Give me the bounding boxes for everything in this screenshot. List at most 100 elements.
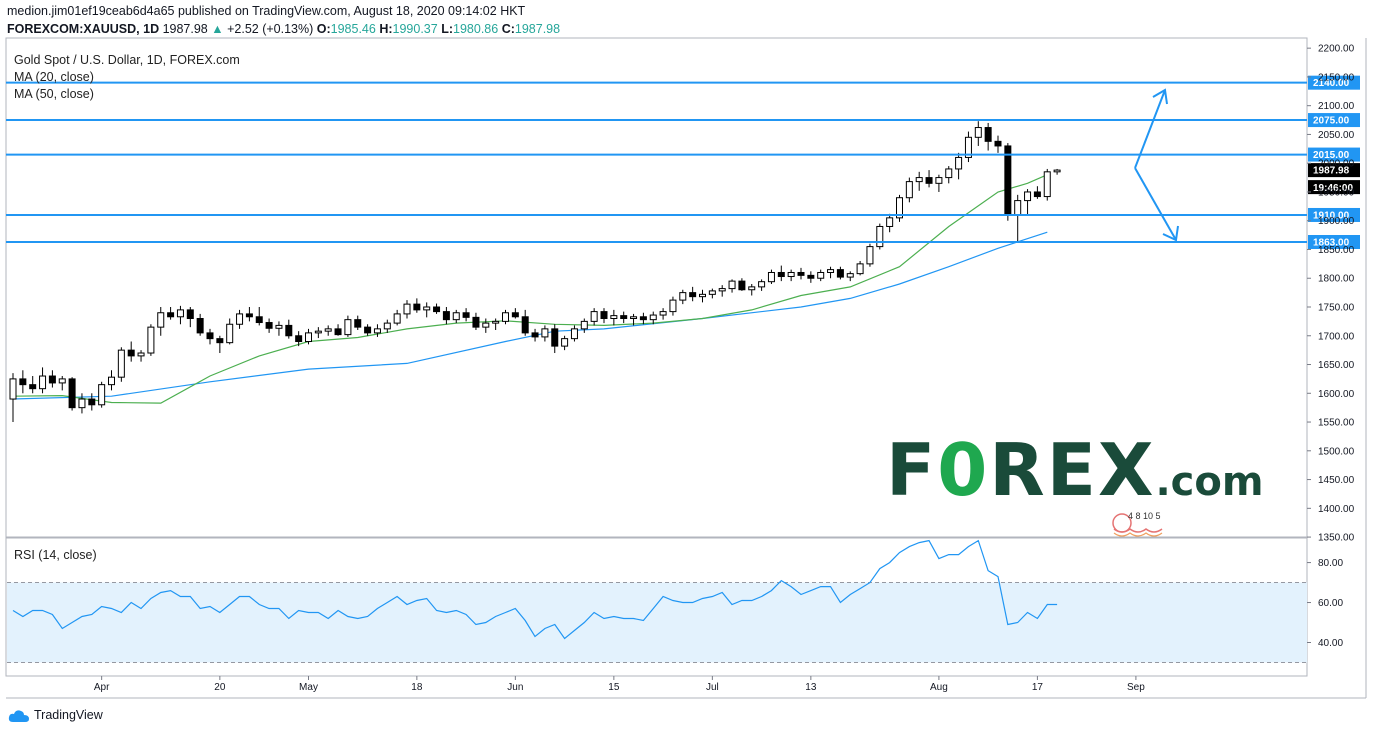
- candle: [1033, 186, 1041, 199]
- candle-body: [955, 156, 963, 170]
- candle-body: [531, 332, 539, 338]
- up-projection-arrow: [1134, 89, 1166, 169]
- candle: [373, 324, 381, 337]
- candle: [285, 319, 293, 339]
- candle-body: [521, 316, 529, 334]
- candle-body: [649, 314, 657, 321]
- level-tag-label: 1863.00: [1313, 238, 1350, 249]
- candle-body: [127, 349, 135, 357]
- candle: [817, 269, 825, 282]
- candle: [216, 335, 224, 354]
- candle-body: [915, 177, 923, 183]
- candle: [679, 289, 687, 305]
- candle-body: [787, 271, 795, 278]
- candle-body: [856, 263, 864, 275]
- candle-body: [39, 375, 47, 390]
- candle: [354, 315, 362, 331]
- candle-body: [807, 274, 815, 279]
- stamp-text: 4 8 10 5: [1128, 511, 1161, 521]
- candle-body: [147, 326, 155, 354]
- time-tick-label: Apr: [94, 682, 110, 693]
- logo-main: F0REX: [886, 428, 1156, 512]
- candle: [758, 279, 766, 291]
- candle-body: [590, 311, 598, 322]
- price-tick-label: 2000.00: [1318, 159, 1355, 170]
- candle-body: [886, 217, 894, 227]
- candle: [98, 381, 106, 408]
- candle-body: [58, 378, 66, 384]
- candle-body: [1033, 191, 1041, 198]
- candle: [265, 318, 273, 333]
- candle-body: [364, 326, 372, 334]
- candle: [689, 286, 697, 302]
- candle-body: [78, 398, 86, 409]
- ohlc-header: FOREXCOM:XAUUSD, 1D 1987.98 ▲ +2.52 (+0.…: [7, 22, 560, 36]
- rsi-legend: RSI (14, close): [14, 548, 97, 562]
- logo-suffix: .com: [1155, 459, 1264, 505]
- candle-body: [935, 177, 943, 184]
- candle: [659, 308, 667, 320]
- down-arrowhead: [1162, 225, 1179, 242]
- up-arrowhead: [1152, 88, 1168, 105]
- candle-body: [373, 328, 381, 334]
- price-tick-label: 1650.00: [1318, 360, 1355, 371]
- candle-body: [29, 384, 37, 390]
- candle-body: [639, 316, 647, 321]
- ma50-legend: MA (50, close): [14, 87, 94, 101]
- candle-body: [462, 312, 470, 318]
- candle: [413, 298, 421, 313]
- candle: [935, 174, 943, 192]
- candle: [314, 327, 322, 339]
- candle-body: [994, 140, 1002, 147]
- candle-body: [245, 313, 253, 318]
- candle: [994, 135, 1002, 153]
- candle: [767, 269, 775, 284]
- candle-body: [354, 319, 362, 328]
- candle-body: [699, 293, 706, 298]
- candle: [502, 309, 509, 325]
- candle: [147, 324, 155, 356]
- candle: [590, 308, 598, 326]
- candle: [649, 311, 657, 325]
- candle: [344, 315, 352, 337]
- close-label: C:: [501, 22, 515, 36]
- rsi-tick-label: 60.00: [1318, 598, 1343, 609]
- candle: [58, 376, 66, 391]
- rsi-band: [7, 582, 1307, 663]
- candle: [836, 266, 844, 280]
- candle: [886, 213, 894, 233]
- candle: [9, 373, 17, 423]
- candle-body: [206, 332, 214, 340]
- candle-body: [708, 290, 716, 295]
- candle-body: [472, 316, 480, 328]
- candle-body: [117, 349, 125, 378]
- candle-body: [433, 306, 441, 313]
- candle: [236, 309, 244, 329]
- candle-body: [836, 269, 844, 278]
- candle: [137, 350, 145, 362]
- candle: [423, 302, 431, 318]
- last-price-tag: [1308, 163, 1360, 178]
- candle-body: [1024, 191, 1032, 202]
- candle: [955, 152, 963, 180]
- candle: [19, 370, 27, 394]
- candle-body: [98, 384, 106, 406]
- candle-body: [620, 315, 628, 320]
- support-resistance-levels: 2140.00 2075.00 2015.00 1910.00 1863.00 1987.…: [6, 75, 1360, 250]
- level-tag-label: 2075.00: [1313, 116, 1350, 127]
- candle-body: [324, 328, 332, 332]
- candle: [462, 308, 470, 322]
- tradingview-footer[interactable]: TradingView: [8, 708, 103, 723]
- last-price-tag-label: 1987.98: [1313, 166, 1350, 177]
- candle: [846, 271, 854, 282]
- candle: [797, 267, 805, 280]
- candle-body: [344, 319, 352, 336]
- moving-averages: [12, 174, 1048, 404]
- candle-body: [492, 320, 500, 324]
- price-tick-label: 2050.00: [1318, 130, 1355, 141]
- candle: [777, 265, 785, 282]
- candle: [482, 318, 490, 333]
- candle: [827, 266, 835, 279]
- candle: [452, 309, 460, 324]
- candle-body: [255, 316, 263, 324]
